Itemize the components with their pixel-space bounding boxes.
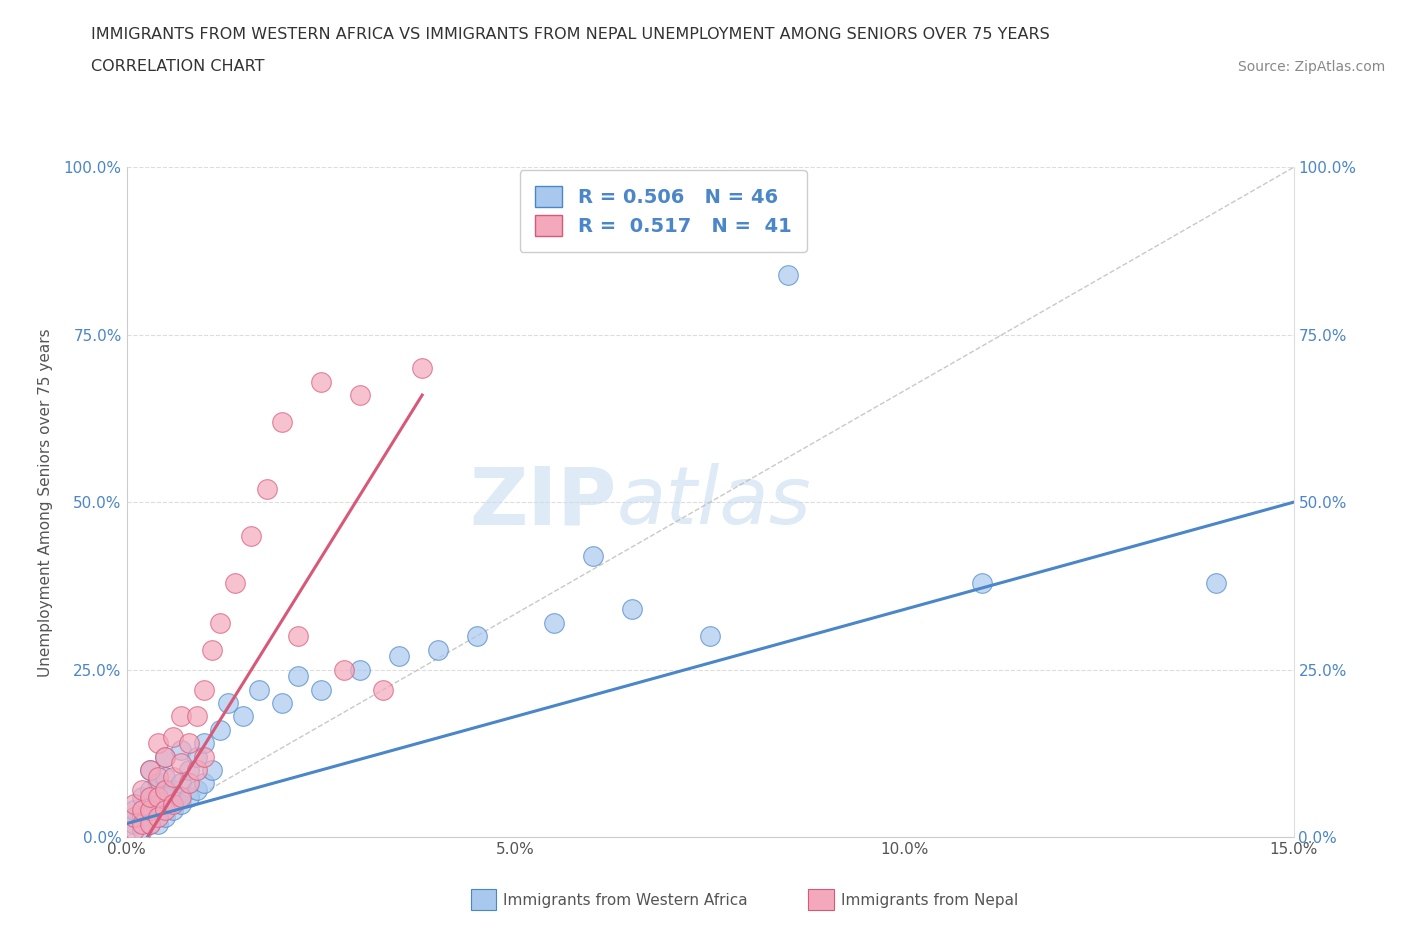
Point <box>186 783 208 798</box>
Text: ZIP: ZIP <box>470 463 617 541</box>
Point <box>201 763 224 777</box>
Point <box>146 736 169 751</box>
Point <box>186 709 208 724</box>
Text: Immigrants from Western Africa: Immigrants from Western Africa <box>503 893 748 908</box>
Point <box>155 750 177 764</box>
Point <box>193 776 215 790</box>
Point <box>124 803 146 817</box>
Point <box>186 750 208 764</box>
Point <box>426 642 449 657</box>
Point <box>240 528 263 543</box>
Point <box>349 388 371 403</box>
Point <box>271 696 294 711</box>
Point <box>256 482 278 497</box>
Point <box>776 267 799 282</box>
Point <box>170 796 193 811</box>
Point <box>162 796 184 811</box>
Point <box>146 790 169 804</box>
Point <box>131 803 153 817</box>
Point <box>177 776 200 790</box>
Point <box>131 790 153 804</box>
Point <box>177 763 200 777</box>
Point <box>170 790 193 804</box>
Point <box>155 769 177 784</box>
Point <box>349 662 371 677</box>
Text: IMMIGRANTS FROM WESTERN AFRICA VS IMMIGRANTS FROM NEPAL UNEMPLOYMENT AMONG SENIO: IMMIGRANTS FROM WESTERN AFRICA VS IMMIGR… <box>91 27 1050 42</box>
Point <box>146 769 169 784</box>
Point <box>139 803 162 817</box>
Point <box>131 823 153 838</box>
Point <box>201 642 224 657</box>
Point <box>208 616 231 631</box>
Point <box>139 817 162 831</box>
Point <box>170 776 193 790</box>
Point <box>972 575 994 590</box>
Point <box>155 803 177 817</box>
Point <box>186 763 208 777</box>
Point <box>139 763 162 777</box>
Point <box>131 783 153 798</box>
Point <box>373 683 395 698</box>
Point <box>309 374 332 389</box>
Point <box>139 817 162 831</box>
Point <box>162 769 184 784</box>
Point <box>309 683 332 698</box>
Point <box>146 809 169 824</box>
Point <box>131 817 153 831</box>
Point <box>699 629 721 644</box>
Point <box>162 729 184 744</box>
Y-axis label: Unemployment Among Seniors over 75 years: Unemployment Among Seniors over 75 years <box>38 328 52 676</box>
Point <box>170 742 193 757</box>
Point <box>124 817 146 831</box>
Text: atlas: atlas <box>617 463 811 541</box>
Point <box>146 776 169 790</box>
Point <box>162 803 184 817</box>
Point <box>155 783 177 798</box>
Point <box>177 790 200 804</box>
Point <box>193 750 215 764</box>
Point <box>287 629 309 644</box>
Point <box>543 616 565 631</box>
Point <box>155 809 177 824</box>
Point <box>208 723 231 737</box>
Point <box>170 709 193 724</box>
Point <box>582 549 605 564</box>
Point <box>124 796 146 811</box>
Point <box>271 415 294 430</box>
Point <box>155 750 177 764</box>
Point <box>146 817 169 831</box>
Point <box>139 803 162 817</box>
Point <box>155 790 177 804</box>
Point <box>224 575 246 590</box>
Point <box>193 683 215 698</box>
Point <box>170 756 193 771</box>
Point <box>177 736 200 751</box>
Point <box>146 796 169 811</box>
Point <box>193 736 215 751</box>
Point <box>162 783 184 798</box>
Point <box>124 809 146 824</box>
Point <box>139 790 162 804</box>
Point <box>388 649 411 664</box>
Text: Source: ZipAtlas.com: Source: ZipAtlas.com <box>1237 60 1385 74</box>
Point <box>217 696 239 711</box>
Point <box>139 763 162 777</box>
Point <box>465 629 488 644</box>
Point <box>131 809 153 824</box>
Text: Immigrants from Nepal: Immigrants from Nepal <box>841 893 1018 908</box>
Point <box>124 823 146 838</box>
Point <box>333 662 356 677</box>
Legend: R = 0.506   N = 46, R =  0.517   N =  41: R = 0.506 N = 46, R = 0.517 N = 41 <box>520 170 807 252</box>
Point <box>247 683 270 698</box>
Text: CORRELATION CHART: CORRELATION CHART <box>91 60 264 74</box>
Point <box>1205 575 1227 590</box>
Point <box>287 669 309 684</box>
Point <box>411 361 433 376</box>
Point <box>232 709 254 724</box>
Point <box>139 783 162 798</box>
Point <box>621 602 644 617</box>
